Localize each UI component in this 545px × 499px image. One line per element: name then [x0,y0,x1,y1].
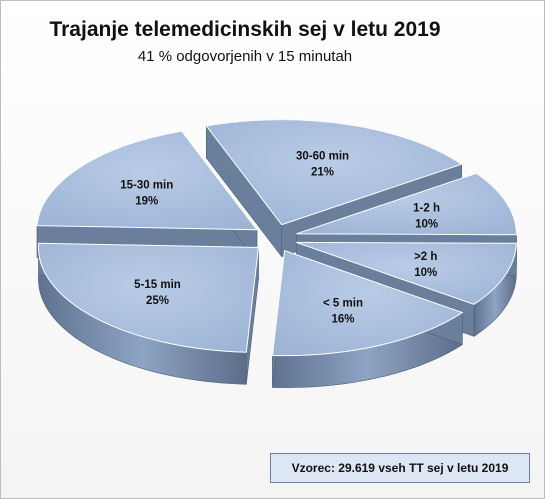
pie-slice [36,130,258,231]
pie-slice [205,119,463,226]
slice-value-label: 10% [414,267,437,279]
slice-label: 15-30 min [120,179,173,191]
pie-slice [296,172,517,236]
slice-value-label: 10% [415,218,438,230]
slice-label: 5-15 min [134,279,181,291]
pie-slice [271,249,464,357]
slice-value-label: 19% [135,195,158,207]
chart-subtitle: 41 % odgovorjenih v 15 minutah [137,48,353,65]
slice-value-label: 25% [146,295,169,307]
slice-value-label: 21% [311,167,334,179]
slice-label: >2 h [414,251,437,263]
pie-tops [36,119,517,357]
slice-label: 30-60 min [296,151,349,163]
sample-note: Vzorec: 29.619 vseh TT sej v letu 2019 [270,453,530,483]
chart-title: Trajanje telemedicinskih sej v letu 2019 [49,18,441,41]
pie-slice [296,241,517,305]
slice-label: < 5 min [323,297,363,309]
slice-label: 1-2 h [413,202,440,214]
pie-slice [37,242,259,353]
slice-value-label: 16% [331,313,354,325]
pie-labels: 30-60 min 21% 1-2 h 10% >2 h 10% < 5 min 16% 5-1… [120,151,440,326]
